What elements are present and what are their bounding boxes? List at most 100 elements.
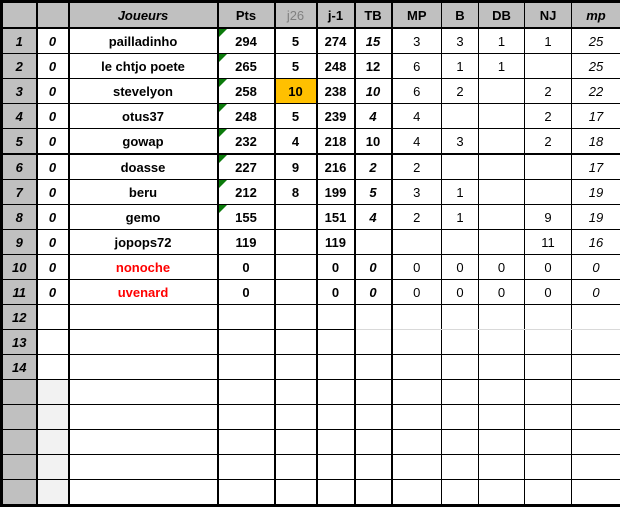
db-cell[interactable] — [479, 405, 525, 430]
db-cell[interactable] — [479, 205, 525, 230]
pts-cell[interactable]: 294 — [218, 28, 275, 54]
player-name-cell[interactable] — [69, 330, 218, 355]
j26-cell[interactable] — [275, 305, 317, 330]
j-1-cell[interactable]: 0 — [317, 255, 355, 280]
zero-cell[interactable]: 0 — [37, 54, 69, 79]
b-cell[interactable]: 1 — [442, 54, 479, 79]
mp-lower-cell[interactable]: 18 — [572, 129, 620, 155]
db-cell[interactable] — [479, 79, 525, 104]
b-cell[interactable] — [442, 455, 479, 480]
b-cell[interactable] — [442, 380, 479, 405]
b-cell[interactable] — [442, 405, 479, 430]
zero-cell[interactable] — [37, 355, 69, 380]
db-cell[interactable] — [479, 104, 525, 129]
j26-cell[interactable] — [275, 255, 317, 280]
nj-cell[interactable]: 2 — [525, 79, 572, 104]
mp-cell[interactable] — [392, 455, 442, 480]
player-name-cell[interactable]: gemo — [69, 205, 218, 230]
mp-lower-cell[interactable]: 22 — [572, 79, 620, 104]
j26-cell[interactable]: 5 — [275, 104, 317, 129]
db-cell[interactable] — [479, 330, 525, 355]
j-1-cell[interactable] — [317, 355, 355, 380]
j-1-cell[interactable]: 248 — [317, 54, 355, 79]
player-name-cell[interactable] — [69, 405, 218, 430]
pts-cell[interactable] — [218, 330, 275, 355]
nj-cell[interactable] — [525, 305, 572, 330]
j26-cell[interactable] — [275, 205, 317, 230]
mp-lower-cell[interactable] — [572, 380, 620, 405]
j-1-cell[interactable] — [317, 430, 355, 455]
mp-cell[interactable]: 2 — [392, 154, 442, 180]
tb-cell[interactable]: 12 — [355, 54, 392, 79]
j26-cell[interactable]: 5 — [275, 54, 317, 79]
b-cell[interactable] — [442, 355, 479, 380]
tb-cell[interactable] — [355, 330, 392, 355]
mp-cell[interactable]: 0 — [392, 280, 442, 305]
j-1-cell[interactable]: 218 — [317, 129, 355, 155]
mp-cell[interactable] — [392, 355, 442, 380]
player-name-cell[interactable] — [69, 430, 218, 455]
mp-cell[interactable] — [392, 480, 442, 506]
player-name-cell[interactable]: pailladinho — [69, 28, 218, 54]
mp-lower-cell[interactable]: 25 — [572, 54, 620, 79]
j-1-cell[interactable] — [317, 455, 355, 480]
mp-cell[interactable]: 3 — [392, 28, 442, 54]
db-cell[interactable]: 1 — [479, 54, 525, 79]
db-cell[interactable] — [479, 455, 525, 480]
j-1-cell[interactable]: 238 — [317, 79, 355, 104]
pts-cell[interactable] — [218, 480, 275, 506]
zero-cell[interactable] — [37, 380, 69, 405]
nj-cell[interactable]: 11 — [525, 230, 572, 255]
j-1-cell[interactable]: 0 — [317, 280, 355, 305]
b-cell[interactable] — [442, 104, 479, 129]
nj-cell[interactable] — [525, 405, 572, 430]
j26-cell[interactable] — [275, 330, 317, 355]
mp-lower-cell[interactable] — [572, 355, 620, 380]
mp-lower-cell[interactable] — [572, 430, 620, 455]
mp-cell[interactable] — [392, 330, 442, 355]
zero-cell[interactable]: 0 — [37, 79, 69, 104]
zero-cell[interactable] — [37, 480, 69, 506]
nj-cell[interactable]: 0 — [525, 255, 572, 280]
mp-lower-cell[interactable]: 19 — [572, 180, 620, 205]
j26-cell[interactable] — [275, 280, 317, 305]
mp-lower-cell[interactable]: 16 — [572, 230, 620, 255]
db-cell[interactable]: 1 — [479, 28, 525, 54]
tb-cell[interactable]: 5 — [355, 180, 392, 205]
tb-cell[interactable] — [355, 305, 392, 330]
mp-cell[interactable]: 6 — [392, 54, 442, 79]
db-cell[interactable] — [479, 180, 525, 205]
nj-cell[interactable] — [525, 330, 572, 355]
mp-lower-cell[interactable]: 25 — [572, 28, 620, 54]
j-1-cell[interactable] — [317, 305, 355, 330]
db-cell[interactable] — [479, 380, 525, 405]
nj-cell[interactable] — [525, 180, 572, 205]
b-cell[interactable] — [442, 230, 479, 255]
tb-cell[interactable] — [355, 480, 392, 506]
db-cell[interactable] — [479, 230, 525, 255]
tb-cell[interactable]: 4 — [355, 205, 392, 230]
nj-cell[interactable]: 2 — [525, 129, 572, 155]
b-cell[interactable] — [442, 480, 479, 506]
nj-cell[interactable] — [525, 430, 572, 455]
mp-lower-cell[interactable]: 17 — [572, 154, 620, 180]
zero-cell[interactable]: 0 — [37, 280, 69, 305]
nj-cell[interactable] — [525, 480, 572, 506]
db-cell[interactable] — [479, 129, 525, 155]
player-name-cell[interactable]: otus37 — [69, 104, 218, 129]
pts-cell[interactable]: 0 — [218, 280, 275, 305]
zero-cell[interactable] — [37, 405, 69, 430]
pts-cell[interactable]: 212 — [218, 180, 275, 205]
b-cell[interactable]: 2 — [442, 79, 479, 104]
player-name-cell[interactable] — [69, 305, 218, 330]
j26-cell[interactable] — [275, 455, 317, 480]
j-1-cell[interactable]: 151 — [317, 205, 355, 230]
mp-lower-cell[interactable] — [572, 405, 620, 430]
nj-cell[interactable] — [525, 54, 572, 79]
tb-cell[interactable] — [355, 355, 392, 380]
player-name-cell[interactable] — [69, 355, 218, 380]
j26-cell[interactable] — [275, 230, 317, 255]
pts-cell[interactable]: 119 — [218, 230, 275, 255]
tb-cell[interactable] — [355, 230, 392, 255]
b-cell[interactable] — [442, 154, 479, 180]
